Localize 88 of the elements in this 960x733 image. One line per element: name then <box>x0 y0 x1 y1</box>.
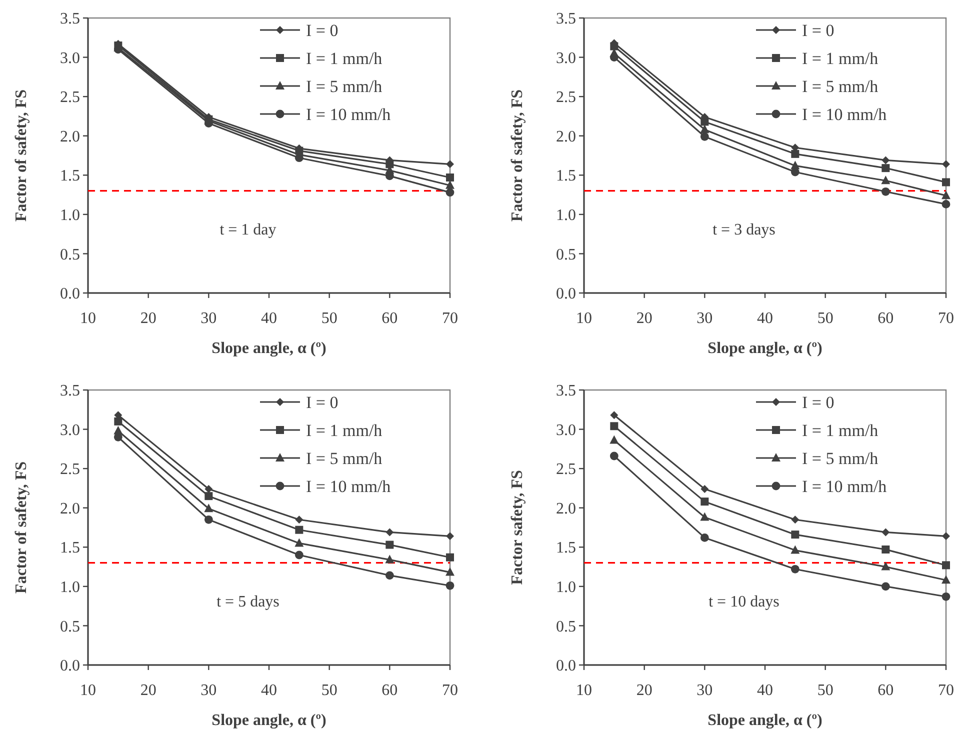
legend-label: I = 10 mm/h <box>306 476 392 496</box>
y-axis-title: Factor safety, FS <box>509 470 526 585</box>
y-tick-label: 0.0 <box>60 286 80 303</box>
legend-label: I = 1 mm/h <box>802 48 879 68</box>
x-tick-label: 50 <box>817 682 834 699</box>
y-tick-label: 0.5 <box>60 618 80 636</box>
x-tick-label: 10 <box>576 682 592 699</box>
y-tick-label: 2.5 <box>556 89 576 106</box>
x-tick-label: 30 <box>696 310 713 327</box>
y-tick-label: 1.5 <box>556 168 576 185</box>
y-tick-label: 0.5 <box>60 246 80 264</box>
y-tick-label: 1.0 <box>556 579 576 596</box>
y-tick-label: 3.0 <box>60 50 80 67</box>
x-tick-label: 60 <box>382 310 398 327</box>
x-axis-title: Slope angle, α (º) <box>212 712 326 729</box>
y-axis-title: Factor of safety, FS <box>509 89 526 222</box>
y-tick-label: 0.5 <box>556 618 576 636</box>
x-tick-label: 70 <box>442 310 458 327</box>
y-tick-label: 1.5 <box>60 168 80 185</box>
x-tick-label: 50 <box>321 310 338 327</box>
legend-label: I = 10 mm/h <box>802 476 888 496</box>
y-tick-label: 1.0 <box>556 207 576 224</box>
y-tick-label: 3.5 <box>60 382 80 400</box>
legend-label: I = 5 mm/h <box>802 76 879 96</box>
x-tick-label: 40 <box>261 310 277 327</box>
x-tick-label: 60 <box>878 310 894 327</box>
y-axis-title: Factor of safety, FS <box>13 461 30 594</box>
x-tick-label: 50 <box>817 310 834 327</box>
y-tick-label: 3.0 <box>60 422 80 439</box>
x-tick-label: 10 <box>80 682 96 699</box>
y-tick-label: 1.0 <box>60 579 80 596</box>
legend-label: I = 1 mm/h <box>802 420 879 440</box>
y-tick-label: 2.0 <box>556 500 576 518</box>
annotation: t = 5 days <box>216 593 280 610</box>
x-tick-label: 70 <box>442 682 458 699</box>
y-tick-label: 2.0 <box>556 128 576 146</box>
y-tick-label: 3.5 <box>556 382 576 400</box>
y-tick-label: 0.0 <box>556 658 576 675</box>
x-tick-label: 60 <box>382 682 398 699</box>
annotation: t = 3 days <box>712 221 776 238</box>
y-tick-label: 3.0 <box>556 50 576 67</box>
x-tick-label: 50 <box>321 682 338 699</box>
legend-label: I = 0 <box>802 20 834 40</box>
x-tick-label: 20 <box>636 310 652 327</box>
x-tick-label: 20 <box>140 310 156 327</box>
legend-label: I = 0 <box>306 392 338 412</box>
x-axis-title: Slope angle, α (º) <box>212 340 326 357</box>
legend-label: I = 0 <box>802 392 834 412</box>
x-tick-label: 60 <box>878 682 894 699</box>
x-tick-label: 30 <box>696 682 713 699</box>
x-tick-label: 70 <box>938 682 954 699</box>
y-tick-label: 3.5 <box>556 10 576 28</box>
y-tick-label: 2.5 <box>60 89 80 106</box>
y-tick-label: 2.0 <box>60 128 80 146</box>
legend-label: I = 5 mm/h <box>802 448 879 468</box>
legend-label: I = 5 mm/h <box>306 448 383 468</box>
y-tick-label: 3.5 <box>60 10 80 28</box>
y-axis-title: Factor of safety, FS <box>13 89 30 222</box>
x-axis-title: Slope angle, α (º) <box>708 712 822 729</box>
y-tick-label: 1.0 <box>60 207 80 224</box>
y-tick-label: 3.0 <box>556 422 576 439</box>
x-tick-label: 10 <box>576 310 592 327</box>
annotation: t = 1 day <box>220 221 276 238</box>
annotation: t = 10 days <box>708 593 780 610</box>
y-tick-label: 2.5 <box>556 461 576 478</box>
y-tick-label: 0.0 <box>60 658 80 675</box>
y-tick-label: 1.5 <box>60 540 80 557</box>
x-tick-label: 40 <box>261 682 277 699</box>
y-tick-label: 2.5 <box>60 461 80 478</box>
x-tick-label: 20 <box>140 682 156 699</box>
legend-label: I = 10 mm/h <box>802 104 888 124</box>
x-tick-label: 10 <box>80 310 96 327</box>
x-tick-label: 40 <box>757 682 773 699</box>
legend-label: I = 1 mm/h <box>306 420 383 440</box>
y-tick-label: 1.5 <box>556 540 576 557</box>
legend-label: I = 1 mm/h <box>306 48 383 68</box>
y-tick-label: 0.0 <box>556 286 576 303</box>
y-tick-label: 0.5 <box>556 246 576 264</box>
x-tick-label: 40 <box>757 310 773 327</box>
x-tick-label: 70 <box>938 310 954 327</box>
x-tick-label: 30 <box>200 682 217 699</box>
x-axis-title: Slope angle, α (º) <box>708 340 822 357</box>
x-tick-label: 30 <box>200 310 217 327</box>
legend-label: I = 0 <box>306 20 338 40</box>
x-tick-label: 20 <box>636 682 652 699</box>
legend-label: I = 10 mm/h <box>306 104 392 124</box>
legend-label: I = 5 mm/h <box>306 76 383 96</box>
y-tick-label: 2.0 <box>60 500 80 518</box>
